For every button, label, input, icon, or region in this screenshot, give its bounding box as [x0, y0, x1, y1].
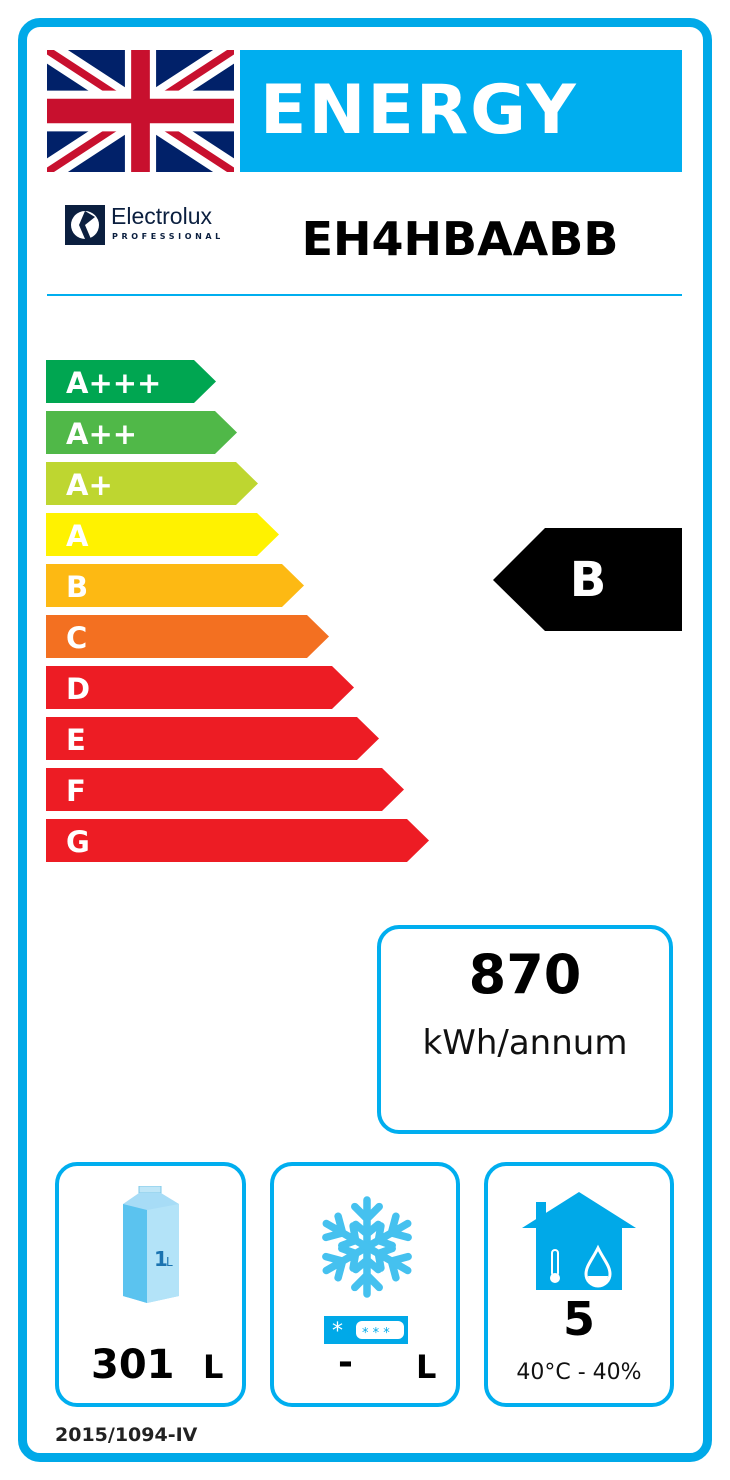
frozen-box: * * * * - L — [270, 1162, 460, 1407]
svg-text:* * *: * * * — [362, 1326, 390, 1341]
house-thermometer-drop-icon — [522, 1192, 636, 1290]
consumption-unit: kWh/annum — [422, 1023, 628, 1063]
scale-bar-G: G — [46, 819, 429, 862]
volume-box: 1 L 301 L — [55, 1162, 246, 1407]
scale-bar-A+++: A+++ — [46, 360, 216, 403]
climate-class: 5 — [562, 1292, 595, 1346]
brand-sub: PROFESSIONAL — [112, 232, 224, 241]
electrolux-logo-icon — [65, 205, 105, 245]
scale-bar-E: E — [46, 717, 379, 760]
climate-box: 5 40°C - 40% — [484, 1162, 674, 1407]
scale-bar-D: D — [46, 666, 354, 709]
scale-label: G — [66, 825, 90, 859]
scale-bar-C: C — [46, 615, 329, 658]
brand-name: Electrolux — [111, 203, 212, 229]
scale-label: D — [66, 672, 90, 706]
scale-bar-A: A — [46, 513, 279, 556]
scale-label: A — [66, 519, 89, 553]
consumption-value: 870 — [468, 943, 582, 1006]
volume-unit: L — [203, 1348, 224, 1386]
frozen-unit: L — [416, 1348, 437, 1386]
volume-value: 301 — [91, 1342, 175, 1388]
scale-label: B — [66, 570, 88, 604]
svg-text:L: L — [166, 1255, 173, 1269]
scale-label: F — [66, 774, 86, 808]
scale-bar-B: B — [46, 564, 304, 607]
rating-class: B — [570, 552, 607, 608]
energy-banner: ENERGY — [240, 50, 682, 172]
scale-bar-A+: A+ — [46, 462, 258, 505]
freezer-star-rating-icon: * * * * — [324, 1316, 408, 1344]
snowflake-icon — [320, 1196, 414, 1302]
svg-text:*: * — [332, 1319, 343, 1344]
climate-conditions: 40°C - 40% — [516, 1360, 642, 1385]
scale-label: E — [66, 723, 86, 757]
consumption-box: 870 kWh/annum — [377, 925, 673, 1134]
scale-label: A++ — [66, 417, 137, 451]
carton-label: 1 — [154, 1247, 168, 1271]
scale-label: A+++ — [66, 366, 161, 400]
milk-carton-icon: 1 L — [123, 1186, 179, 1303]
uk-flag-icon — [47, 50, 234, 172]
frozen-value: - — [338, 1342, 353, 1383]
scale-bar-A++: A++ — [46, 411, 237, 454]
divider — [47, 294, 682, 296]
label-border — [18, 18, 712, 1462]
scale-label: A+ — [66, 468, 113, 502]
scale-label: C — [66, 621, 87, 655]
rating-indicator: B — [493, 528, 682, 631]
scale-bar-F: F — [46, 768, 404, 811]
regulation-number: 2015/1094-IV — [55, 1424, 198, 1446]
model-number: EH4HBAABB — [301, 212, 619, 266]
